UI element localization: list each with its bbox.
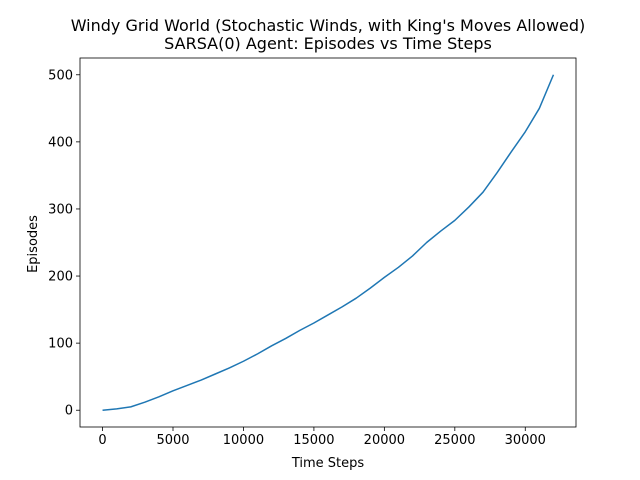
x-tick-label: 5000 [156, 433, 189, 448]
x-tick-label: 30000 [505, 433, 546, 448]
y-tick-label: 0 [65, 404, 73, 419]
x-tick-label: 10000 [223, 433, 264, 448]
chart-title-line2: SARSA(0) Agent: Episodes vs Time Steps [164, 34, 492, 53]
y-tick-label: 200 [48, 270, 73, 285]
x-tick-label: 20000 [364, 433, 405, 448]
x-tick-label: 15000 [293, 433, 334, 448]
y-tick-label: 400 [48, 135, 73, 150]
y-tick-label: 300 [48, 202, 73, 217]
plot-area: 0 5000 10000 15000 20000 25000 30000 0 100 200 300… [48, 57, 577, 448]
y-tick-label: 100 [48, 337, 73, 352]
x-tick-label: 0 [98, 433, 106, 448]
chart-title-line1: Windy Grid World (Stochastic Winds, with… [71, 16, 586, 35]
x-tick-label: 25000 [434, 433, 475, 448]
y-axis-label: Episodes [26, 215, 41, 273]
axes-frame [79, 57, 577, 428]
x-axis-label: Time Steps [291, 456, 365, 471]
series-line-0 [102, 74, 555, 411]
y-tick-label: 500 [48, 68, 73, 83]
